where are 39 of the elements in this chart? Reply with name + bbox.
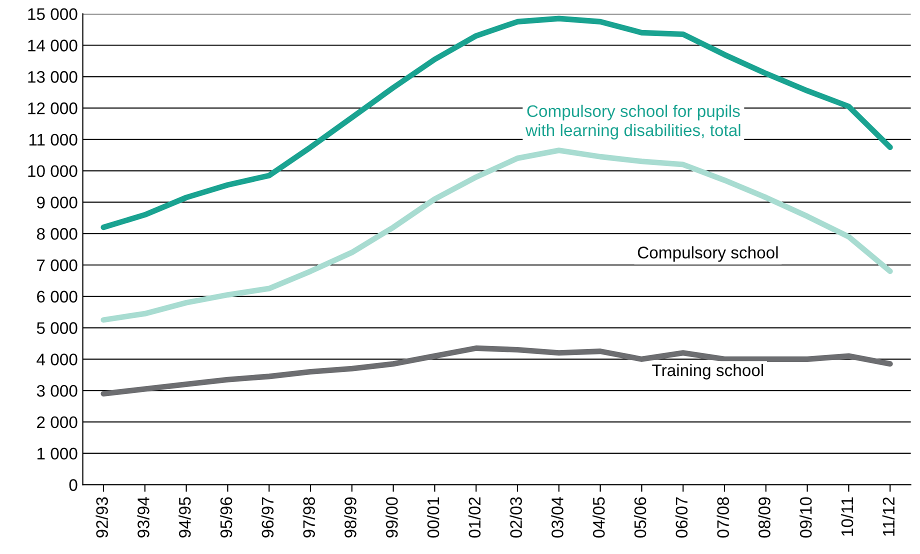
y-tick-label: 13 000 [28, 71, 78, 83]
x-tick-label: 98/99 [344, 497, 356, 538]
x-tick-label: 99/00 [386, 497, 398, 538]
x-tick-label: 95/96 [220, 497, 232, 538]
x-tick-label: 92/93 [96, 497, 108, 538]
x-tick-label: 07/08 [716, 497, 729, 538]
x-tick-label: 04/05 [592, 497, 605, 538]
x-tick-label: 05/06 [634, 497, 646, 538]
x-tick-label: 01/02 [468, 497, 481, 538]
y-tick-label: 8 000 [36, 228, 78, 240]
text: Compulsory school for pupils with learning disabilities, total [525, 104, 740, 140]
x-tick-label: 03/04 [551, 497, 564, 538]
y-tick-label: 5 000 [36, 322, 78, 334]
y-tick-label: 6 000 [37, 290, 78, 303]
y-tick-label: 12 000 [28, 102, 78, 114]
series-label: Training school [652, 364, 764, 380]
x-tick-label: 11/12 [882, 497, 895, 536]
x-tick-label: 94/95 [178, 497, 191, 538]
x-tick-label: 10/11 [840, 497, 854, 536]
y-tick-label: 9 000 [37, 196, 78, 208]
y-tick-label: 11 000 [29, 134, 78, 146]
x-tick-label: 09/10 [800, 497, 812, 538]
y-tick-label: 7 000 [37, 259, 78, 272]
text: Compulsory school [638, 246, 778, 262]
x-tick-label: 06/07 [675, 497, 688, 538]
y-tick-label: 0 [69, 479, 78, 491]
y-tick-label: 4 000 [36, 354, 78, 366]
y-tick-label: 10 000 [28, 165, 78, 178]
x-tick-label: 97/98 [302, 497, 315, 538]
x-tick-label: 96/97 [261, 497, 274, 538]
y-tick-label: 15 000 [28, 8, 78, 20]
x-tick-label: 02/03 [510, 497, 522, 538]
y-tick-label: 3 000 [36, 384, 78, 397]
y-tick-label: 14 000 [28, 40, 78, 52]
x-tick-label: 93/94 [137, 497, 150, 538]
x-tick-label: 00/01 [426, 497, 440, 538]
x-tick-label: 08/09 [758, 497, 770, 538]
y-tick-label: 1 000 [38, 448, 78, 460]
y-tick-label: 2 000 [37, 416, 78, 428]
